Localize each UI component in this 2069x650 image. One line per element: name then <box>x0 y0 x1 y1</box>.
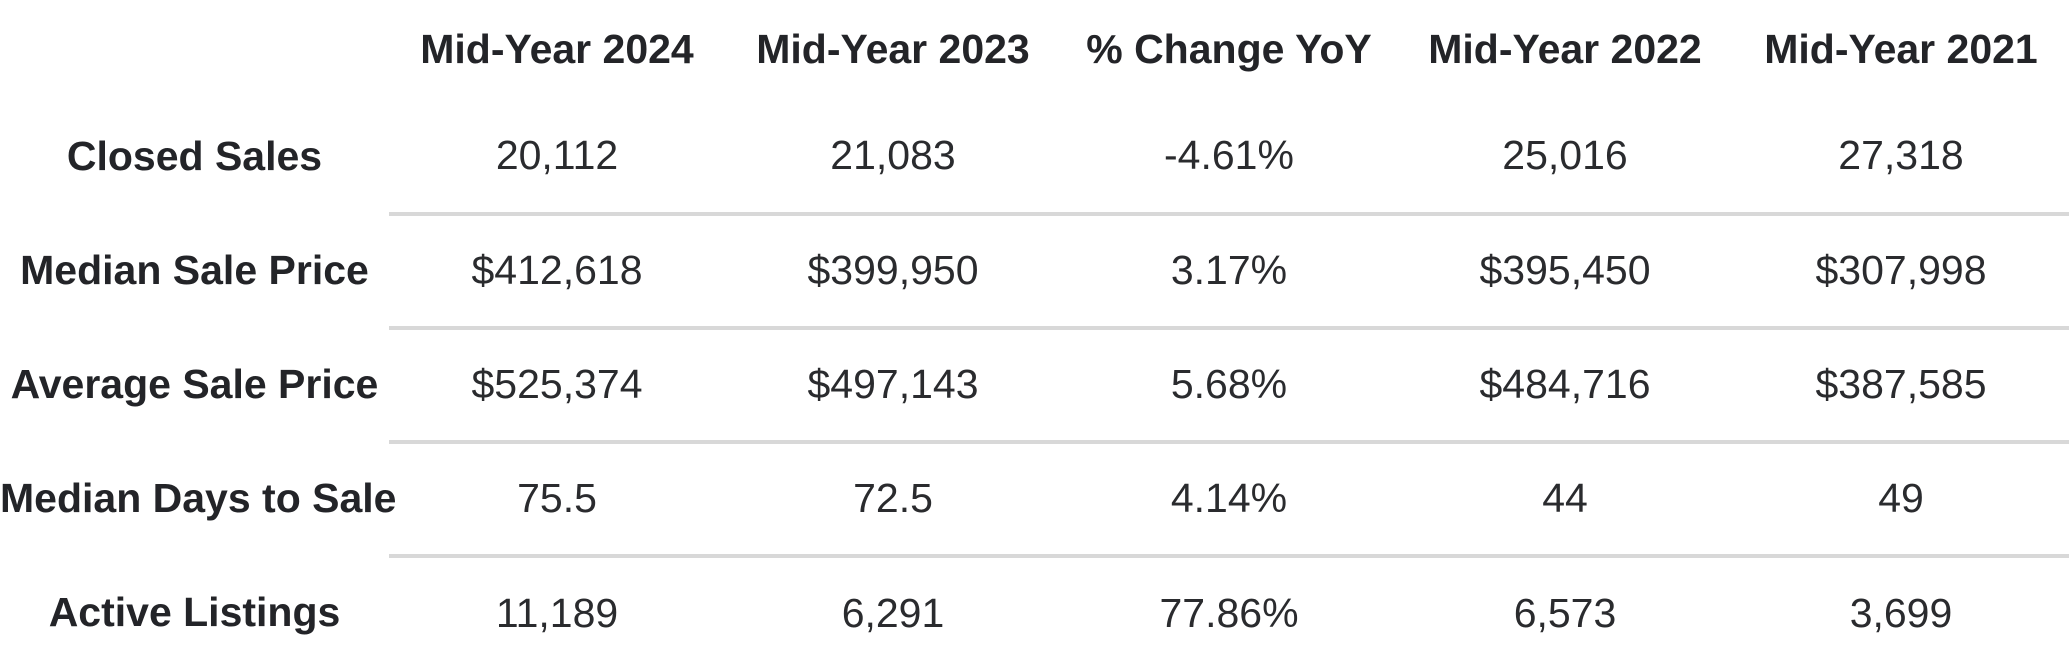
table-row-active-listings: Active Listings 11,189 6,291 77.86% 6,57… <box>0 554 2069 650</box>
cell-value: 3,699 <box>1733 554 2069 650</box>
cell-value: $484,716 <box>1397 326 1733 442</box>
cell-value: 6,291 <box>725 554 1061 650</box>
row-label: Average Sale Price <box>10 361 379 408</box>
table-header-row: Mid-Year 2024 Mid-Year 2023 % Change YoY… <box>0 0 2069 100</box>
col-header-pct-change-yoy: % Change YoY <box>1086 26 1372 73</box>
cell-value: $525,374 <box>389 326 725 442</box>
table-row-median-days-to-sale: Median Days to Sale 75.5 72.5 4.14% 44 4… <box>0 440 2069 556</box>
cell-value: $307,998 <box>1733 212 2069 328</box>
cell-value: 75.5 <box>389 440 725 556</box>
row-label: Closed Sales <box>66 133 323 180</box>
cell-value: $497,143 <box>725 326 1061 442</box>
cell-value: $387,585 <box>1733 326 2069 442</box>
cell-value: 25,016 <box>1502 132 1628 179</box>
col-header-mid-year-2022: Mid-Year 2022 <box>1428 26 1702 73</box>
col-header-mid-year-2021: Mid-Year 2021 <box>1764 26 2038 73</box>
cell-value: $399,950 <box>725 212 1061 328</box>
cell-value: -4.61% <box>1164 132 1294 179</box>
cell-value: 49 <box>1733 440 2069 556</box>
table-row-average-sale-price: Average Sale Price $525,374 $497,143 5.6… <box>0 326 2069 442</box>
cell-value: 72.5 <box>725 440 1061 556</box>
table-row-closed-sales: Closed Sales 20,112 21,083 -4.61% 25,016… <box>0 100 2069 214</box>
row-label: Median Days to Sale <box>0 475 397 522</box>
cell-value: 11,189 <box>389 554 725 650</box>
row-label: Active Listings <box>48 589 341 636</box>
col-header-mid-year-2024: Mid-Year 2024 <box>420 26 694 73</box>
row-label: Median Sale Price <box>20 247 369 294</box>
cell-value: $395,450 <box>1397 212 1733 328</box>
cell-value: 27,318 <box>1838 132 1964 179</box>
cell-value: 3.17% <box>1061 212 1397 328</box>
cell-value: 5.68% <box>1061 326 1397 442</box>
cell-value: 20,112 <box>495 132 619 179</box>
cell-value: 44 <box>1397 440 1733 556</box>
cell-value: 4.14% <box>1061 440 1397 556</box>
col-header-blank <box>0 0 389 100</box>
cell-value: $412,618 <box>389 212 725 328</box>
cell-value: 77.86% <box>1061 554 1397 650</box>
table-row-median-sale-price: Median Sale Price $412,618 $399,950 3.17… <box>0 212 2069 328</box>
cell-value: 6,573 <box>1397 554 1733 650</box>
col-header-mid-year-2023: Mid-Year 2023 <box>756 26 1030 73</box>
cell-value: 21,083 <box>830 132 956 179</box>
